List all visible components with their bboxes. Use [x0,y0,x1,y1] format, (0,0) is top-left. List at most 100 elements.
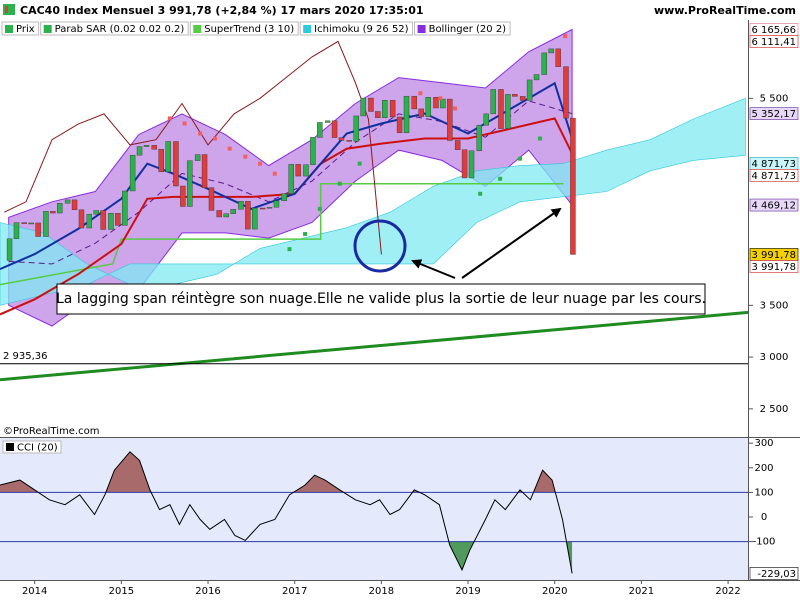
sar-dot [227,146,232,151]
sar-dot [563,34,568,39]
x-tick-label: 2019 [455,586,480,597]
candle [468,150,475,179]
candle [570,117,576,255]
sar-dot [357,161,362,166]
legend-box [414,21,511,36]
candle [303,164,309,177]
header-site: www.ProRealTime.com [654,4,796,17]
sar-dot [337,181,342,186]
candle [122,190,128,226]
candle [447,98,453,141]
price-tag-label: 5 352,17 [751,109,796,120]
x-tick-label: 2020 [542,586,567,597]
candle [100,210,106,230]
candle [331,120,338,138]
candle [526,79,533,101]
legend-label: Parab SAR (0.02 0.02 0.2) [55,24,185,35]
sar-dot [272,171,277,176]
legend-box [189,21,299,36]
candle [548,48,554,54]
candle [266,207,273,209]
sar-dot [303,232,308,237]
price-tag-label: 3 991,78 [751,262,796,273]
lagging-span [4,40,382,255]
candle [389,100,396,118]
candle [230,208,236,214]
sar-dot [537,136,542,141]
annotation-box [56,283,706,315]
candle [245,201,251,230]
y-tick-label: 5 500 [760,93,789,104]
y-tick-label: 3 500 [760,300,789,311]
y-tick-label: -100 [753,537,776,548]
candle [273,200,280,208]
supertrend [0,182,564,286]
candle [86,213,92,229]
cci-overbought [0,451,573,493]
legend-item: Ichimoku (9 26 52) [299,21,414,36]
candle [173,141,179,187]
candle [129,154,136,192]
indicator-box [2,440,62,454]
candle [324,120,331,123]
candle [555,48,561,67]
y-tick-label: 0 [761,512,767,523]
level-label: 2 935,36 [3,351,48,362]
sar-dot [243,154,248,159]
legend-swatch [5,25,13,33]
price-tag [749,35,799,48]
price-tag-label: 3 991,78 [751,250,796,261]
candle [28,222,34,225]
legend-label: Prix [16,24,35,35]
candle [71,199,78,211]
candle [368,97,374,112]
candle [433,97,439,109]
price-tag-label: 4 871,73 [751,171,796,182]
candle [403,95,410,134]
candle [151,145,157,150]
legend: Prix Parab SAR (0.02 0.02 0.2) SuperTrend … [1,21,511,36]
candle [194,154,201,161]
candle [115,213,121,226]
candle [512,94,518,97]
candle [490,89,496,115]
candle [165,141,171,173]
x-tick-label: 2021 [629,586,654,597]
candle [281,193,287,202]
highlight-circle [353,219,407,273]
x-tick-label: 2014 [22,586,47,597]
x-tick-label: 2017 [282,586,307,597]
legend-swatch [43,25,52,33]
candle [353,115,359,142]
candle [64,199,71,204]
header-bar [0,0,800,20]
watermark: ©ProRealTime.com [3,426,99,437]
candle [43,211,49,237]
price-tag-label: 4 871,73 [751,159,796,170]
candle [143,145,150,147]
sar-dot [167,116,172,121]
price-tag [749,107,799,120]
header-title: CAC40 Index Mensuel 3 991,78 (+2,84 %) 1… [20,4,424,17]
candle [360,97,366,117]
logo [5,6,8,13]
price-tag [749,198,799,212]
candle [136,146,143,156]
candle [519,96,526,101]
x-tick-label: 2015 [109,586,134,597]
cci-line [0,451,573,574]
candle [454,140,461,150]
sar-dot [198,131,203,136]
sar-dot [287,247,292,252]
sar-dot [317,206,322,211]
candle [187,160,193,207]
legend-label: Bollinger (20 2) [429,24,507,35]
cci-pane [0,438,748,580]
y-tick-label: 100 [754,487,773,498]
candle [201,154,208,188]
candle [505,94,511,129]
candle [382,100,388,118]
legend-item: Prix [1,21,40,36]
